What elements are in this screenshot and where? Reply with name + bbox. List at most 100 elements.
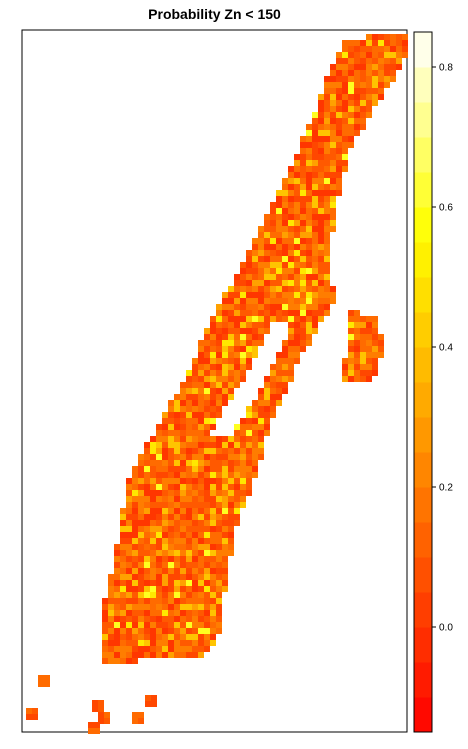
heatmap-cell bbox=[210, 502, 216, 508]
heatmap-cell bbox=[402, 34, 408, 40]
heatmap-cell bbox=[144, 634, 150, 640]
heatmap-cell bbox=[348, 124, 354, 130]
heatmap-cell bbox=[108, 658, 114, 664]
heatmap-cell bbox=[126, 502, 132, 508]
heatmap-cell bbox=[294, 214, 300, 220]
heatmap-cell bbox=[228, 502, 234, 508]
heatmap-cell bbox=[144, 442, 150, 448]
heatmap-cell bbox=[258, 388, 264, 394]
heatmap-cell bbox=[366, 46, 372, 52]
heatmap-cell bbox=[378, 82, 384, 88]
heatmap-cell bbox=[378, 346, 384, 352]
heatmap-cell bbox=[216, 562, 222, 568]
heatmap-cell bbox=[108, 628, 114, 634]
heatmap-cell bbox=[306, 244, 312, 250]
heatmap-cell bbox=[294, 232, 300, 238]
heatmap-cell bbox=[174, 652, 180, 658]
heatmap-cell bbox=[102, 604, 108, 610]
heatmap-cell bbox=[174, 526, 180, 532]
heatmap-cell bbox=[132, 592, 138, 598]
heatmap-cell bbox=[186, 496, 192, 502]
heatmap-cell bbox=[198, 598, 204, 604]
heatmap-cell bbox=[216, 532, 222, 538]
heatmap-cell bbox=[354, 64, 360, 70]
heatmap-cell bbox=[168, 490, 174, 496]
heatmap-cell bbox=[216, 484, 222, 490]
heatmap-cell bbox=[246, 478, 252, 484]
heatmap-cell bbox=[174, 556, 180, 562]
heatmap-cell bbox=[318, 112, 324, 118]
heatmap-cell bbox=[156, 592, 162, 598]
heatmap-cell bbox=[246, 418, 252, 424]
heatmap-cell bbox=[144, 550, 150, 556]
heatmap-cell bbox=[354, 130, 360, 136]
heatmap-cell bbox=[192, 610, 198, 616]
heatmap-cell bbox=[198, 556, 204, 562]
heatmap-cell bbox=[98, 718, 104, 724]
heatmap-cell bbox=[114, 586, 120, 592]
colorbar-tick-label: 0.2 bbox=[439, 483, 453, 494]
heatmap-cell bbox=[156, 526, 162, 532]
heatmap-cell bbox=[276, 364, 282, 370]
heatmap-cell bbox=[318, 196, 324, 202]
heatmap-cell bbox=[312, 124, 318, 130]
heatmap-cell bbox=[216, 388, 222, 394]
heatmap-cell bbox=[204, 358, 210, 364]
heatmap-cell bbox=[192, 508, 198, 514]
heatmap-cell bbox=[330, 100, 336, 106]
heatmap-cell bbox=[270, 238, 276, 244]
heatmap-cell bbox=[354, 40, 360, 46]
heatmap-cell bbox=[342, 370, 348, 376]
heatmap-cell bbox=[252, 418, 258, 424]
heatmap-cell bbox=[120, 568, 126, 574]
heatmap-cell bbox=[216, 406, 222, 412]
heatmap-cell bbox=[44, 675, 50, 681]
heatmap-cell bbox=[240, 454, 246, 460]
heatmap-cell bbox=[186, 514, 192, 520]
heatmap-cell bbox=[288, 172, 294, 178]
heatmap-cell bbox=[192, 562, 198, 568]
heatmap-cells bbox=[26, 34, 408, 734]
heatmap-cell bbox=[294, 358, 300, 364]
heatmap-cell bbox=[198, 370, 204, 376]
heatmap-cell bbox=[234, 520, 240, 526]
heatmap-cell bbox=[372, 370, 378, 376]
heatmap-cell bbox=[222, 316, 228, 322]
heatmap-cell bbox=[144, 514, 150, 520]
heatmap-cell bbox=[120, 658, 126, 664]
heatmap-cell bbox=[294, 154, 300, 160]
heatmap-cell bbox=[372, 100, 378, 106]
heatmap-cell bbox=[348, 328, 354, 334]
heatmap-cell bbox=[276, 190, 282, 196]
heatmap-cell bbox=[192, 466, 198, 472]
heatmap-cell bbox=[396, 58, 402, 64]
heatmap-cell bbox=[348, 40, 354, 46]
heatmap-cell bbox=[216, 454, 222, 460]
heatmap-cell bbox=[204, 334, 210, 340]
heatmap-cell bbox=[156, 466, 162, 472]
heatmap-cell bbox=[138, 616, 144, 622]
heatmap-cell bbox=[156, 442, 162, 448]
heatmap-cell bbox=[390, 52, 396, 58]
heatmap-cell bbox=[192, 412, 198, 418]
heatmap-cell bbox=[198, 550, 204, 556]
heatmap-cell bbox=[306, 340, 312, 346]
heatmap-cell bbox=[150, 634, 156, 640]
heatmap-cell bbox=[318, 136, 324, 142]
heatmap-cell bbox=[318, 130, 324, 136]
heatmap-cell bbox=[222, 496, 228, 502]
heatmap-cell bbox=[204, 514, 210, 520]
heatmap-cell bbox=[282, 292, 288, 298]
heatmap-cell bbox=[240, 334, 246, 340]
heatmap-cell bbox=[144, 562, 150, 568]
heatmap-cell bbox=[234, 508, 240, 514]
heatmap-cell bbox=[180, 592, 186, 598]
heatmap-cell bbox=[216, 334, 222, 340]
heatmap-cell bbox=[342, 364, 348, 370]
heatmap-cell bbox=[264, 304, 270, 310]
heatmap-cell bbox=[204, 430, 210, 436]
heatmap-cell bbox=[38, 675, 44, 681]
heatmap-cell bbox=[150, 604, 156, 610]
heatmap-cell bbox=[228, 478, 234, 484]
heatmap-cell bbox=[94, 722, 100, 728]
